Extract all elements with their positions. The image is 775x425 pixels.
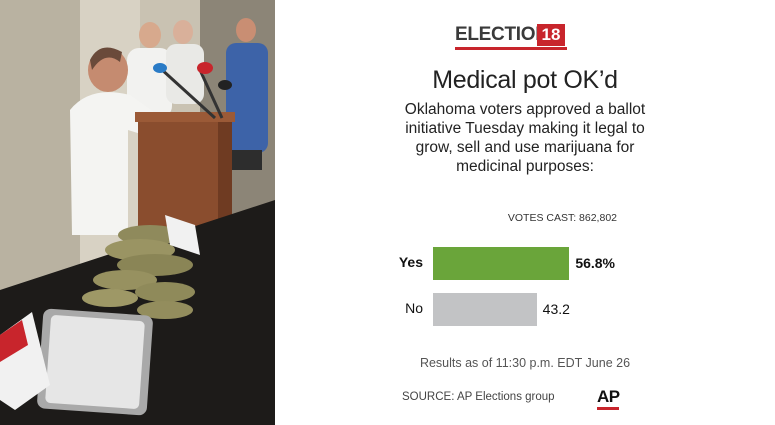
press-conference-photo xyxy=(0,0,275,425)
bar-value-no: 43.2 xyxy=(542,301,570,317)
bar-no xyxy=(433,293,537,326)
logo-underline xyxy=(455,47,567,50)
logo-number: 18 xyxy=(537,24,565,46)
results-graphic: ELECTION 18 Medical pot OK’d Oklahoma vo… xyxy=(275,0,775,425)
logo-text: ELECTION xyxy=(455,24,549,45)
source-note: SOURCE: AP Elections group xyxy=(402,391,555,403)
chart-subtitle: Oklahoma voters approved a ballot initia… xyxy=(404,101,646,175)
election-18-logo: ELECTION 18 xyxy=(455,23,567,50)
bar-value-yes: 56.8% xyxy=(575,255,616,271)
ap-logo: AP xyxy=(597,387,620,406)
results-timestamp: Results as of 11:30 p.m. EDT June 26 xyxy=(419,356,631,370)
chart-title: Medical pot OK’d xyxy=(432,66,618,94)
bar-yes xyxy=(433,247,570,280)
bar-label-yes: Yes xyxy=(398,254,423,270)
bar-label-no: No xyxy=(405,300,423,316)
votes-cast: VOTES CAST: 862,802 xyxy=(507,212,617,224)
ap-logo-underline xyxy=(597,407,619,410)
photo-illustration-icon xyxy=(0,0,275,425)
